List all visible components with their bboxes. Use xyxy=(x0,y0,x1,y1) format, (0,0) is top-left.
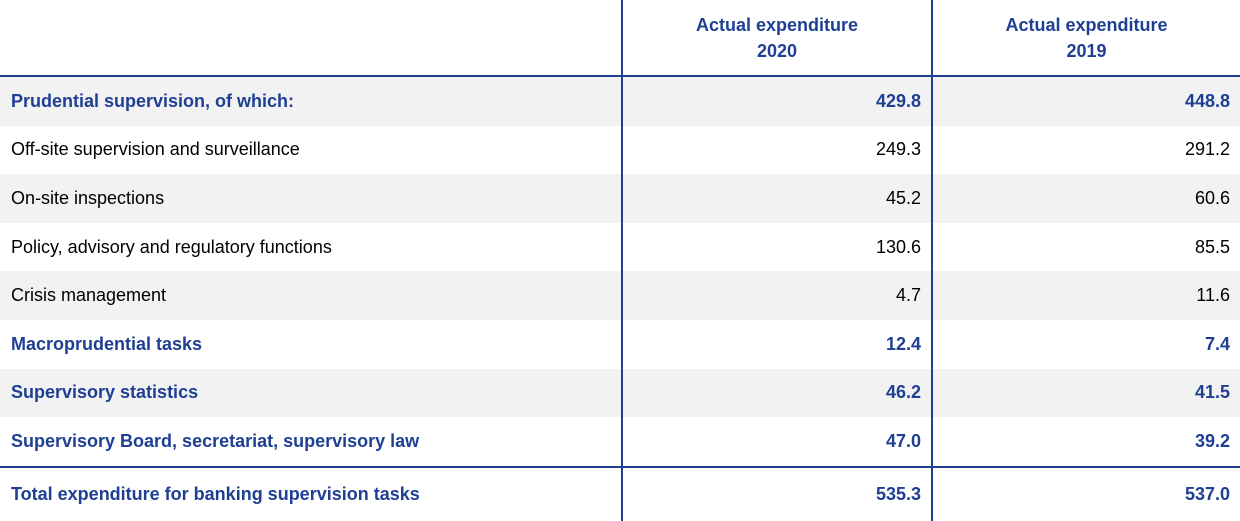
value-cell-text: 429.8 xyxy=(875,90,921,111)
value-cell: 85.5 xyxy=(931,222,1240,272)
value-cell: 12.4 xyxy=(621,319,931,369)
value-cell-text: 47.0 xyxy=(885,430,921,451)
row-label-text: Off-site supervision and surveillance xyxy=(11,139,300,160)
value-cell-text: 4.7 xyxy=(895,285,921,306)
row-label: Crisis management xyxy=(0,271,621,320)
row-label-text: On-site inspections xyxy=(11,187,165,208)
value-cell: 130.6 xyxy=(621,222,931,272)
value-cell-text: 41.5 xyxy=(1194,382,1230,403)
value-cell: 46.2 xyxy=(621,368,931,418)
value-cell: 291.2 xyxy=(931,125,1240,175)
value-cell: 60.6 xyxy=(931,174,1240,223)
value-cell-text: 130.6 xyxy=(875,236,921,257)
row-label: Off-site supervision and surveillance xyxy=(0,126,621,175)
value-cell: 448.8 xyxy=(931,77,1240,126)
value-cell: 41.5 xyxy=(931,368,1240,418)
value-cell-text: 46.2 xyxy=(885,382,921,403)
column-header: Actual expenditure 2019 xyxy=(931,0,1240,77)
value-cell-text: 537.0 xyxy=(1184,483,1230,504)
value-cell: 11.6 xyxy=(931,271,1240,320)
value-cell: 249.3 xyxy=(621,125,931,175)
value-cell-text: 45.2 xyxy=(885,187,921,208)
row-label-text: Policy, advisory and regulatory function… xyxy=(11,236,332,257)
row-label: On-site inspections xyxy=(0,174,621,223)
column-header: Actual expenditure 2020 xyxy=(621,0,931,77)
row-label-text: Prudential supervision, of which: xyxy=(11,90,295,111)
value-cell-text: 535.3 xyxy=(875,483,921,504)
column-header-text: Actual expenditure 2019 xyxy=(1005,14,1168,61)
value-cell: 45.2 xyxy=(621,174,931,223)
value-cell-text: 448.8 xyxy=(1184,90,1230,111)
row-label: Supervisory Board, secretariat, supervis… xyxy=(0,417,621,466)
row-label: Prudential supervision, of which: xyxy=(0,77,621,126)
row-label-text: Supervisory statistics xyxy=(11,382,199,403)
row-label: Macroprudential tasks xyxy=(0,320,621,369)
value-cell-text: 60.6 xyxy=(1194,187,1230,208)
value-cell-text: 85.5 xyxy=(1194,236,1230,257)
header-cell xyxy=(0,0,621,77)
value-cell-text: 39.2 xyxy=(1194,430,1230,451)
row-label-text: Total expenditure for banking supervisio… xyxy=(11,483,420,504)
value-cell-text: 291.2 xyxy=(1184,139,1230,160)
row-label-text: Crisis management xyxy=(11,285,167,306)
value-cell: 535.3 xyxy=(621,465,931,521)
value-cell: 429.8 xyxy=(621,77,931,126)
row-label: Supervisory statistics xyxy=(0,368,621,418)
value-cell-text: 12.4 xyxy=(885,333,921,354)
value-cell: 4.7 xyxy=(621,271,931,320)
row-label: Total expenditure for banking supervisio… xyxy=(0,465,621,521)
value-cell: 7.4 xyxy=(931,319,1240,369)
value-cell: 47.0 xyxy=(621,417,931,466)
value-cell-text: 249.3 xyxy=(875,139,921,160)
row-label-text: Supervisory Board, secretariat, supervis… xyxy=(11,430,420,451)
value-cell-text: 7.4 xyxy=(1204,333,1230,354)
value-cell: 537.0 xyxy=(931,465,1240,521)
row-label-text: Macroprudential tasks xyxy=(11,333,203,354)
value-cell: 39.2 xyxy=(931,417,1240,466)
value-cell-text: 11.6 xyxy=(1196,285,1230,306)
column-header-text: Actual expenditure 2020 xyxy=(695,14,859,61)
row-label: Policy, advisory and regulatory function… xyxy=(0,223,621,272)
